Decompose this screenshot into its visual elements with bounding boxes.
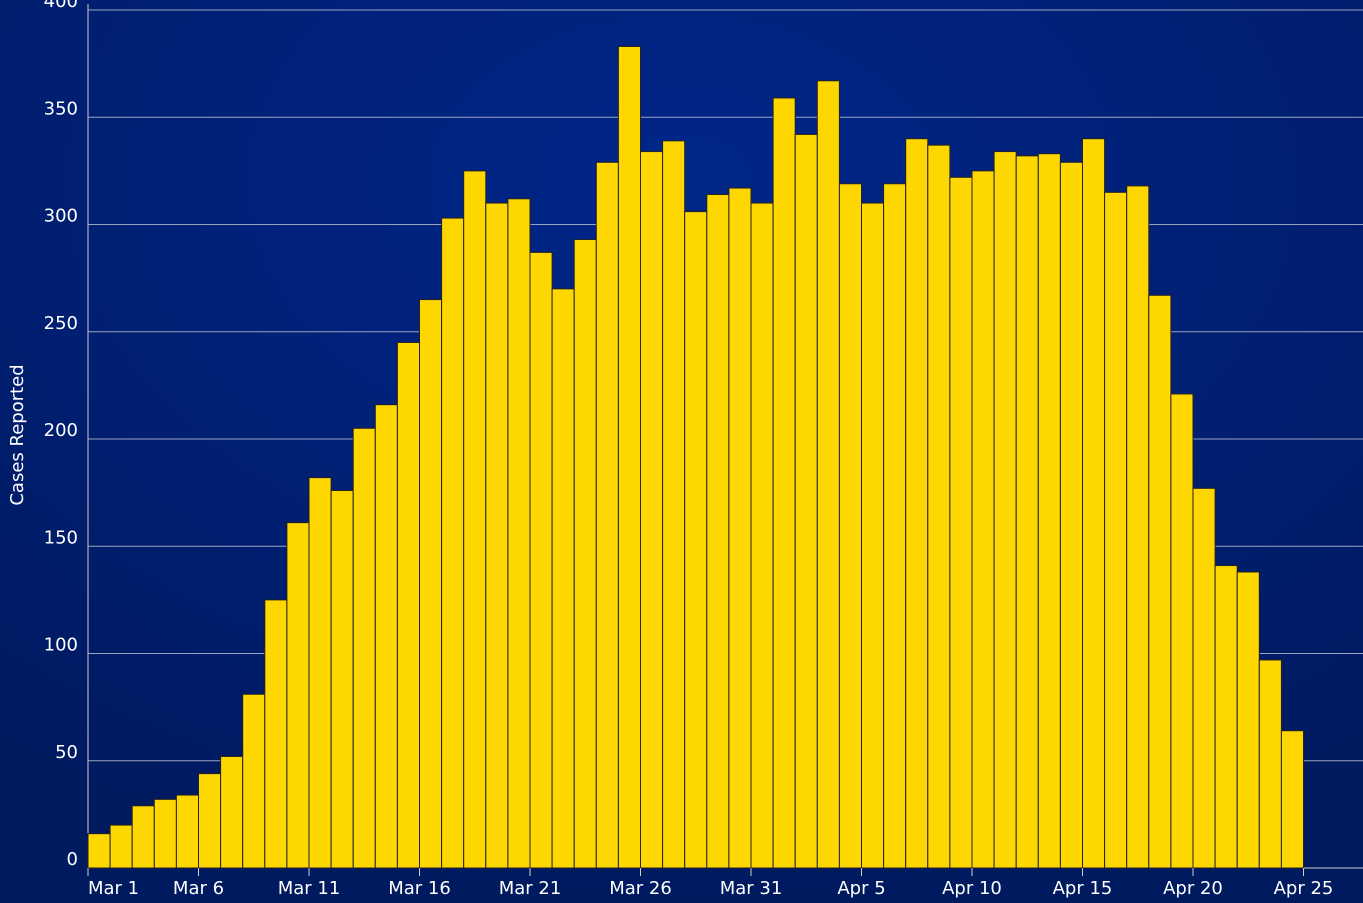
- bar: [905, 138, 929, 869]
- bar: [286, 522, 310, 869]
- bar: [153, 798, 177, 869]
- bar: [87, 833, 111, 869]
- bar: [131, 805, 155, 869]
- y-tick-label: 150: [44, 527, 78, 548]
- bar: [330, 489, 354, 869]
- bar: [551, 288, 575, 869]
- y-tick-label: 0: [67, 849, 78, 870]
- x-tick-label: Mar 11: [278, 878, 341, 899]
- bar: [1148, 294, 1172, 869]
- bar: [772, 97, 796, 869]
- x-tick-label: Mar 21: [499, 878, 562, 899]
- y-tick-label: 200: [44, 420, 78, 441]
- bar: [1082, 138, 1106, 869]
- bar: [1104, 191, 1128, 869]
- bar: [419, 299, 443, 869]
- bar: [529, 251, 553, 869]
- bar: [352, 427, 376, 869]
- bar: [662, 140, 686, 869]
- bar: [1126, 185, 1150, 869]
- x-tick-label: Apr 15: [1053, 878, 1113, 899]
- bar: [728, 187, 752, 869]
- bar: [308, 477, 332, 869]
- bar: [441, 217, 465, 869]
- bar: [573, 239, 597, 869]
- y-tick-label: 300: [44, 206, 78, 227]
- bar: [264, 599, 288, 869]
- bar: [1214, 565, 1238, 869]
- x-tick-label: Apr 10: [942, 878, 1002, 899]
- y-axis-label: Cases Reported: [7, 364, 28, 505]
- x-tick-label: Apr 25: [1274, 878, 1334, 899]
- bar: [971, 170, 995, 869]
- bar: [1280, 730, 1305, 869]
- bar: [485, 202, 509, 869]
- bar: [507, 198, 531, 869]
- x-tick-label: Mar 6: [173, 878, 224, 899]
- y-tick-label: 50: [55, 742, 78, 763]
- bar: [1236, 571, 1260, 869]
- bar: [883, 183, 907, 869]
- x-tick-label: Mar 26: [609, 878, 672, 899]
- bar: [640, 151, 664, 869]
- bar: [374, 404, 398, 869]
- bar: [750, 202, 774, 869]
- bar: [396, 341, 420, 869]
- bar: [242, 693, 266, 869]
- bar: [838, 183, 863, 869]
- bar: [993, 151, 1017, 869]
- bar: [1037, 153, 1061, 869]
- bar: [927, 144, 951, 869]
- bar: [1192, 487, 1216, 869]
- y-tick-label: 350: [44, 98, 78, 119]
- bar: [816, 80, 840, 869]
- bar: [949, 176, 973, 869]
- bar: [1170, 393, 1194, 869]
- x-tick-label: Mar 31: [720, 878, 783, 899]
- x-tick-label: Mar 1: [88, 878, 139, 899]
- y-tick-label: 250: [44, 313, 78, 334]
- y-tick-label: 400: [44, 0, 78, 12]
- bar: [220, 755, 244, 869]
- bar: [684, 211, 708, 869]
- bar: [595, 161, 619, 869]
- bar: [617, 45, 642, 869]
- bar: [109, 824, 133, 869]
- bar: [1015, 155, 1039, 869]
- x-tick-label: Mar 16: [388, 878, 451, 899]
- y-tick-label: 100: [44, 635, 78, 656]
- x-tick-label: Apr 5: [837, 878, 885, 899]
- bar: [175, 794, 199, 869]
- bar: [1258, 659, 1282, 869]
- x-tick-label: Apr 20: [1163, 878, 1223, 899]
- bar: [794, 133, 818, 869]
- bar: [861, 202, 885, 869]
- bar: [198, 773, 222, 869]
- bar: [463, 170, 487, 869]
- bar: [706, 193, 730, 869]
- bar: [1059, 161, 1084, 869]
